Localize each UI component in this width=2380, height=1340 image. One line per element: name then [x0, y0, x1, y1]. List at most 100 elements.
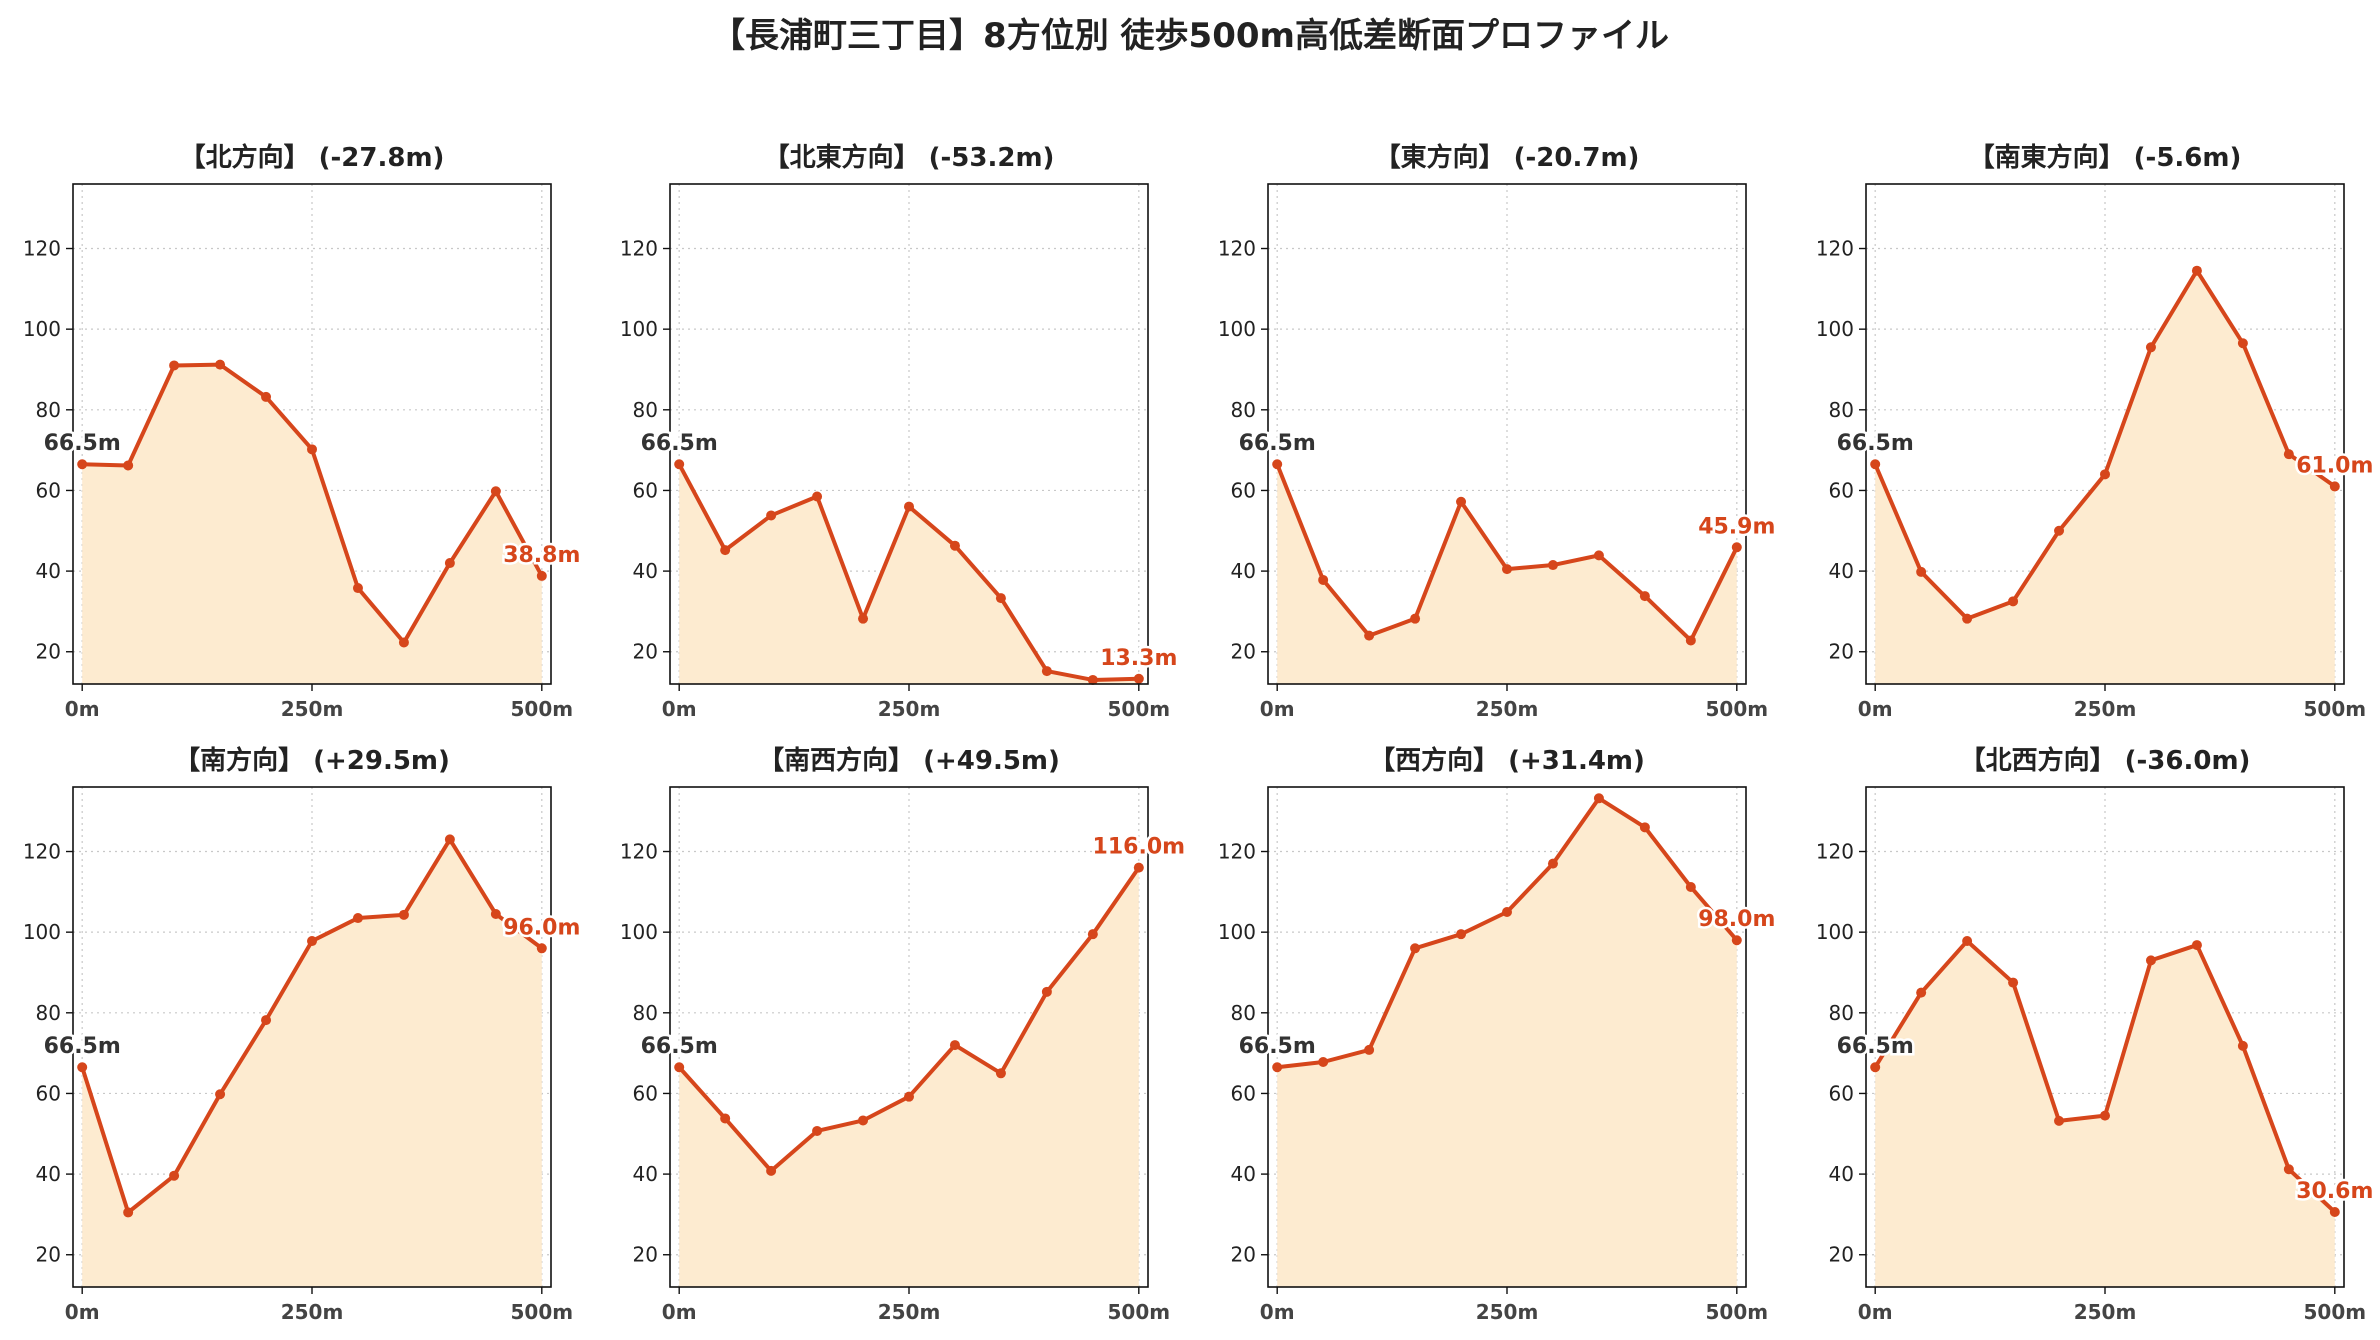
elevation-area — [1277, 798, 1737, 1287]
y-tick-label: 40 — [1829, 1162, 1854, 1186]
y-tick-label: 60 — [633, 478, 658, 502]
data-point — [1041, 986, 1052, 997]
data-point — [1456, 496, 1467, 507]
y-tick-label: 60 — [633, 1081, 658, 1105]
y-tick-label: 20 — [36, 640, 61, 664]
y-tick-label: 80 — [36, 1001, 61, 1025]
data-point — [2145, 955, 2156, 966]
data-point — [536, 943, 547, 954]
x-tick-label: 500m — [2304, 697, 2367, 721]
chart-title: 【北東方向】 (-53.2m) — [764, 142, 1055, 173]
data-point — [1087, 929, 1098, 940]
data-point — [995, 1068, 1006, 1079]
data-point — [1962, 936, 1973, 947]
x-tick-label: 0m — [662, 697, 697, 721]
x-tick-label: 0m — [65, 1300, 100, 1324]
data-point — [307, 444, 317, 455]
y-tick-label: 120 — [620, 237, 658, 261]
chart-panel-5: 【南西方向】 (+49.5m) 20 40 60 80 100 120 0m 250m 500m 6… — [620, 745, 1188, 1324]
data-point — [1318, 1057, 1329, 1067]
data-point — [2283, 1164, 2294, 1175]
figure-title: 【長浦町三丁目】8方位別 徒歩500m高低差断面プロファイル — [711, 16, 1669, 56]
data-point — [1731, 935, 1742, 946]
x-tick-label: 0m — [1858, 697, 1893, 721]
y-tick-label: 80 — [1231, 398, 1256, 422]
data-point — [2191, 940, 2202, 951]
y-tick-label: 60 — [36, 478, 61, 502]
x-tick-label: 500m — [511, 697, 574, 721]
chart-title: 【南方向】 (+29.5m) — [174, 745, 450, 776]
data-point — [720, 1113, 731, 1124]
data-point — [398, 909, 409, 920]
data-point — [444, 558, 455, 569]
y-tick-label: 100 — [1816, 920, 1854, 944]
start-elevation-label: 66.5m — [641, 1034, 718, 1059]
end-elevation-label: 96.0m — [503, 915, 580, 940]
data-point — [490, 909, 501, 920]
data-point — [536, 570, 547, 581]
x-tick-label: 250m — [1476, 697, 1539, 721]
data-point — [2283, 449, 2294, 460]
y-tick-label: 40 — [1829, 559, 1854, 583]
data-point — [1041, 666, 1052, 677]
data-point — [352, 583, 363, 594]
data-point — [1318, 574, 1329, 585]
x-tick-label: 250m — [878, 1300, 941, 1324]
data-point — [1502, 907, 1512, 917]
data-point — [169, 1170, 180, 1181]
data-point — [904, 501, 914, 512]
data-point — [1685, 635, 1696, 646]
x-tick-label: 0m — [1260, 697, 1295, 721]
chart-panel-1: 【北東方向】 (-53.2m) 20 40 60 80 100 120 0m 250m 500m 6… — [620, 142, 1180, 721]
y-tick-label: 20 — [1829, 640, 1854, 664]
x-tick-label: 250m — [2074, 1300, 2137, 1324]
y-tick-label: 80 — [1231, 1001, 1256, 1025]
data-point — [77, 1062, 88, 1073]
chart-panel-3: 【南東方向】 (-5.6m) 20 40 60 80 100 120 0m 250m 500m 66… — [1816, 142, 2376, 721]
data-point — [261, 1015, 272, 1026]
y-tick-label: 100 — [23, 317, 61, 341]
y-tick-label: 40 — [1231, 559, 1256, 583]
data-point — [1547, 858, 1558, 869]
y-tick-label: 60 — [1829, 1081, 1854, 1105]
y-tick-label: 80 — [633, 1001, 658, 1025]
y-tick-label: 120 — [1218, 237, 1256, 261]
data-point — [1685, 882, 1696, 892]
y-tick-label: 60 — [1231, 1081, 1256, 1105]
y-tick-label: 100 — [620, 920, 658, 944]
data-point — [1364, 1044, 1375, 1055]
y-tick-label: 40 — [36, 559, 61, 583]
y-tick-label: 80 — [1829, 1001, 1854, 1025]
chart-panel-4: 【南方向】 (+29.5m) 20 40 60 80 100 120 0m 250m 500m 66… — [23, 745, 583, 1324]
data-point — [1272, 459, 1283, 470]
x-tick-label: 250m — [878, 697, 941, 721]
data-point — [169, 360, 180, 371]
chart-title: 【北西方向】 (-36.0m) — [1960, 745, 2251, 776]
data-point — [123, 1207, 134, 1218]
data-point — [1502, 564, 1512, 575]
y-tick-label: 20 — [633, 1243, 658, 1267]
data-point — [766, 510, 777, 521]
y-tick-label: 20 — [1231, 640, 1256, 664]
data-point — [1870, 1062, 1881, 1073]
data-point — [2054, 1115, 2065, 1126]
data-point — [215, 359, 226, 370]
end-elevation-label: 13.3m — [1100, 646, 1177, 671]
end-elevation-label: 98.0m — [1698, 907, 1775, 932]
x-tick-label: 250m — [281, 1300, 344, 1324]
data-point — [2237, 338, 2248, 349]
y-tick-label: 100 — [1218, 317, 1256, 341]
end-elevation-label: 30.6m — [2296, 1179, 2373, 1204]
data-point — [812, 1125, 823, 1136]
y-tick-label: 120 — [1816, 237, 1854, 261]
x-tick-label: 0m — [662, 1300, 697, 1324]
start-elevation-label: 66.5m — [1239, 1034, 1316, 1059]
data-point — [77, 459, 88, 470]
data-point — [674, 459, 685, 470]
x-tick-label: 0m — [1260, 1300, 1295, 1324]
y-tick-label: 120 — [1816, 840, 1854, 864]
x-tick-label: 500m — [1706, 697, 1769, 721]
chart-panel-7: 【北西方向】 (-36.0m) 20 40 60 80 100 120 0m 250m 500m 6… — [1816, 745, 2376, 1324]
data-point — [2054, 525, 2065, 536]
